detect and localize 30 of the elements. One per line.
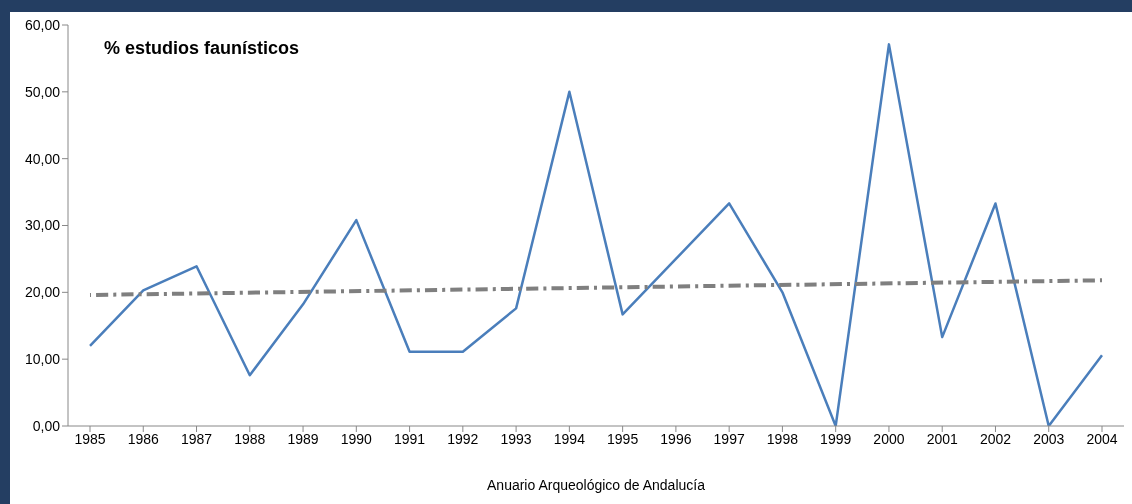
y-tick-label: 60,00 [24,16,61,33]
x-axis-title: Anuario Arqueológico de Andalucía [487,477,706,493]
y-tick-label: 50,00 [24,83,61,100]
line-series [88,43,1104,426]
y-tick-label: 10,00 [24,351,61,368]
x-tick-label: 1998 [766,430,799,447]
x-tick-label: 2000 [873,430,905,447]
x-tick-label: 1999 [820,430,852,447]
x-tick-label: 1997 [713,430,745,447]
x-tick-label: 1995 [607,430,639,447]
x-tick-label: 1993 [500,430,532,447]
y-tick-label: 30,00 [24,217,61,234]
x-tick-label: 1988 [234,430,266,447]
y-tick-label: 40,00 [24,150,61,167]
y-tick-label: 20,00 [24,284,61,301]
x-tick-label: 1996 [660,430,692,447]
x-tick-label: 1989 [287,430,319,447]
x-tick-label: 1992 [447,430,479,447]
x-tick-label: 1987 [180,430,213,447]
x-tick-label: 1985 [74,430,106,447]
x-tick-label: 1986 [127,430,160,447]
y-tick-label: 0,00 [32,417,61,434]
x-tick-label: 1991 [394,430,426,447]
x-tick-label: 1994 [553,430,586,447]
x-tick-label: 1990 [340,430,373,447]
x-tick-label: 2002 [979,430,1012,447]
text: % estudios faunísticos [104,38,300,59]
x-tick-label: 2001 [926,430,958,447]
x-tick-label: 2003 [1033,430,1065,447]
x-tick-label: 2004 [1086,430,1118,447]
